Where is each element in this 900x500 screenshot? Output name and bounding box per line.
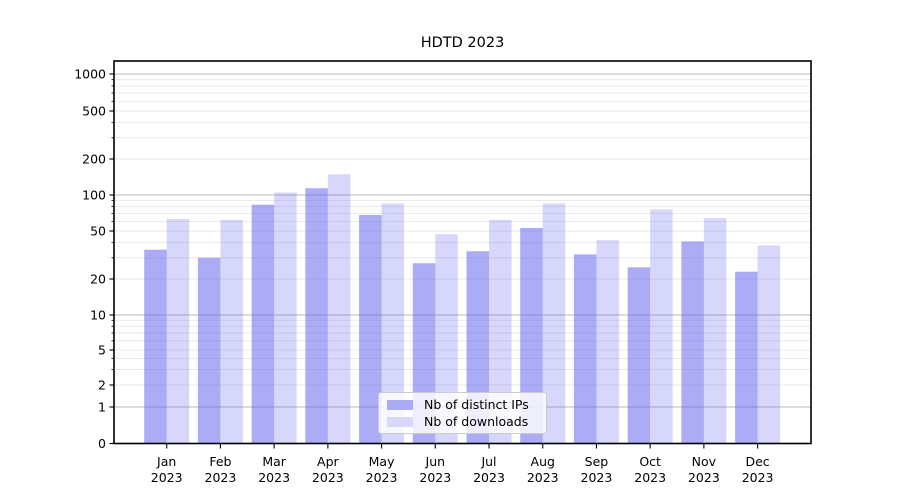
x-tick-label-year: 2023 [742, 470, 774, 485]
y-tick-label: 2 [98, 377, 106, 392]
x-tick-label-month: Mar [262, 454, 286, 469]
x-tick-label-month: Jan [156, 454, 176, 469]
legend-label-downloads: Nb of downloads [424, 414, 529, 429]
x-tick-label-month: Feb [209, 454, 231, 469]
plot-border [113, 60, 812, 445]
x-tick-label-year: 2023 [527, 470, 559, 485]
y-tick-label: 100 [82, 187, 106, 202]
bar-downloads-dec [757, 245, 781, 444]
x-tick-label-month: Apr [317, 454, 339, 469]
bar-distinct-ips-jan [144, 249, 167, 444]
x-tick-label-year: 2023 [581, 470, 613, 485]
legend-item-downloads: Nb of downloads [387, 413, 538, 430]
y-tick-label: 5 [98, 342, 106, 357]
x-tick-label-year: 2023 [419, 470, 451, 485]
y-tick-label: 1 [98, 399, 106, 414]
x-tick-label-month: Sep [585, 454, 609, 469]
legend-label-distinct-ips: Nb of distinct IPs [424, 397, 529, 412]
x-tick-label-month: Jun [425, 454, 446, 469]
legend: Nb of distinct IPs Nb of downloads [378, 392, 547, 434]
y-tick-label: 500 [82, 103, 106, 118]
y-tick-label: 10 [90, 307, 106, 322]
bar-distinct-ips-dec [735, 271, 758, 444]
y-tick-label: 0 [98, 436, 106, 451]
x-tick-label-year: 2023 [473, 470, 505, 485]
x-tick-label-year: 2023 [366, 470, 398, 485]
bar-distinct-ips-mar [251, 204, 275, 444]
x-tick-label-month: Nov [692, 454, 717, 469]
y-tick-label: 1000 [74, 66, 106, 81]
bar-downloads-may [381, 203, 405, 444]
x-tick-label-month: Oct [639, 454, 661, 469]
x-tick-label-year: 2023 [151, 470, 183, 485]
bar-downloads-nov [703, 218, 727, 444]
x-tick-label-month: Dec [745, 454, 769, 469]
bar-downloads-sep [596, 240, 619, 444]
x-tick-label-month: May [369, 454, 395, 469]
x-tick-label-month: Aug [531, 454, 555, 469]
bar-downloads-mar [274, 192, 297, 444]
x-tick-label-year: 2023 [205, 470, 237, 485]
legend-swatch-downloads-icon [387, 416, 413, 427]
y-tick-label: 50 [90, 223, 106, 238]
bar-distinct-ips-apr [305, 188, 328, 444]
y-tick-label: 20 [90, 271, 106, 286]
x-tick-label-year: 2023 [634, 470, 666, 485]
bar-downloads-jun [435, 234, 458, 444]
chart-title: HDTD 2023 [420, 35, 505, 51]
x-tick-label-year: 2023 [688, 470, 720, 485]
bar-downloads-apr [327, 174, 351, 444]
bar-downloads-jul [489, 219, 512, 444]
bar-distinct-ips-nov [681, 241, 704, 444]
bar-downloads-feb [220, 219, 243, 444]
x-tick-label-year: 2023 [312, 470, 344, 485]
bar-downloads-aug [542, 203, 566, 444]
bar-distinct-ips-aug [520, 227, 543, 444]
bar-downloads-jan [166, 218, 190, 444]
bar-distinct-ips-sep [573, 254, 597, 444]
bar-distinct-ips-oct [627, 267, 651, 444]
legend-item-distinct-ips: Nb of distinct IPs [387, 396, 538, 413]
x-tick-label-year: 2023 [258, 470, 290, 485]
x-tick-label-month: Jul [480, 454, 496, 469]
legend-swatch-distinct-ips-icon [387, 399, 413, 410]
bar-distinct-ips-feb [197, 257, 221, 444]
bar-downloads-oct [650, 209, 673, 444]
y-tick-label: 200 [82, 151, 106, 166]
bar-distinct-ips-may [359, 215, 382, 444]
